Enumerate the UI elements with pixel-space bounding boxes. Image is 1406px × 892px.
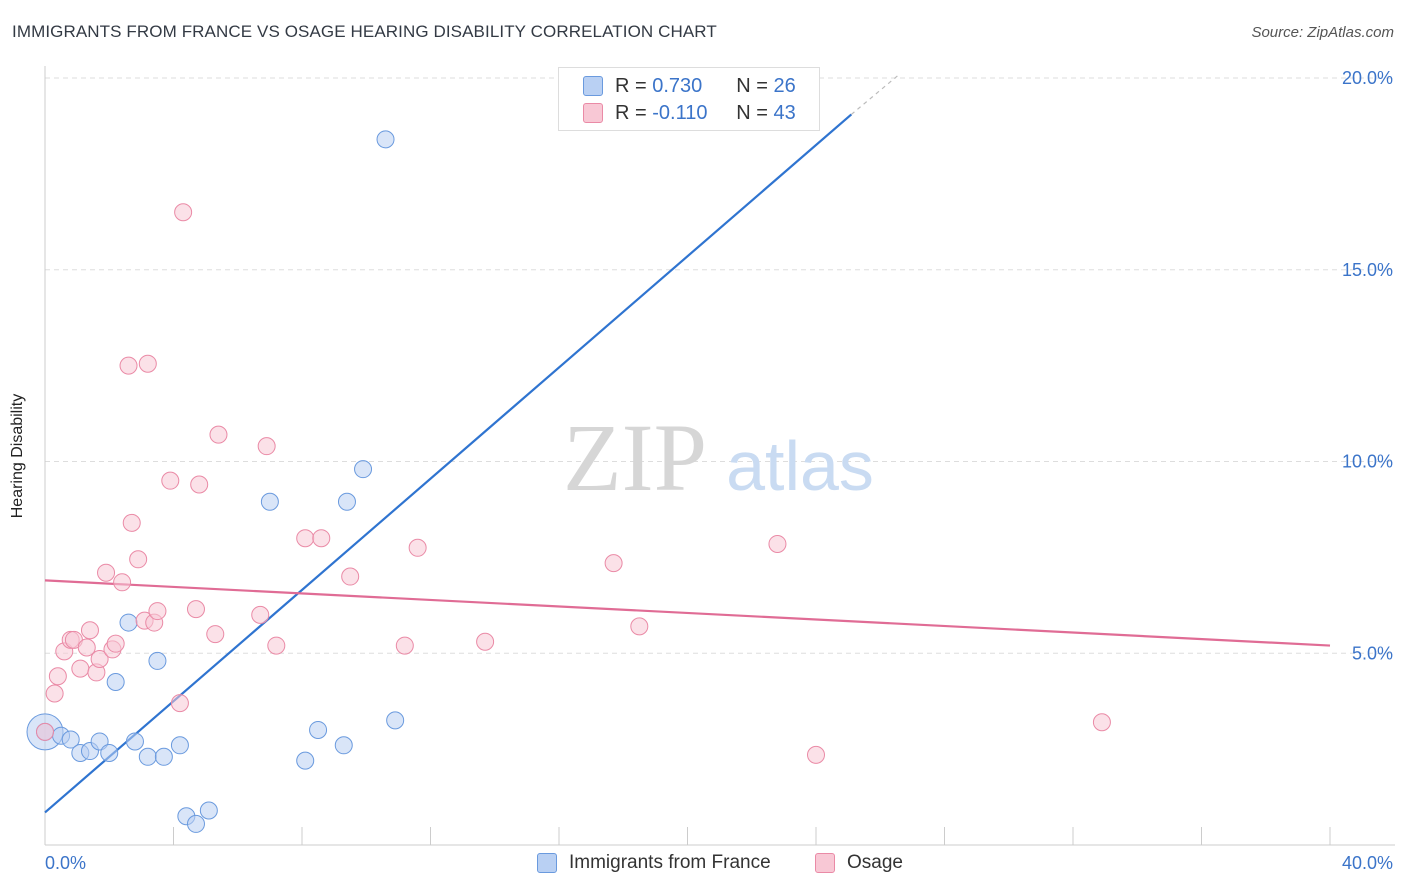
france-point [199,801,218,820]
france-point [90,732,109,751]
osage-point [71,659,90,678]
france-point [148,651,167,670]
watermark-zip: ZIP [563,404,707,511]
france-point [376,130,395,149]
scatter-points [26,80,1111,833]
osage-point [630,617,649,636]
legend-row-osage: R = -0.110 N = 43 [583,101,796,125]
chart-title: IMMIGRANTS FROM FRANCE VS OSAGE HEARING … [12,22,717,41]
legend-r-label: R = [615,101,653,124]
france-point [125,732,144,751]
osage-point [1092,713,1111,732]
legend-item-france: Immigrants from France [537,852,771,874]
france-point [296,751,315,770]
legend-swatch-france [537,853,557,873]
trend-line-osage [44,579,1331,647]
osage-point [122,513,141,532]
y-tick-label: 5.0% [1352,643,1393,663]
osage-point [257,437,276,456]
osage-point [604,554,623,573]
osage-point [341,567,360,586]
source-label: Source: ZipAtlas.com [1251,24,1394,41]
legend-n-value: 26 [773,74,796,97]
legend-swatch-osage [815,853,835,873]
osage-point [129,550,148,569]
osage-point [170,694,189,713]
legend-r-value: 0.730 [652,74,703,97]
france-point [337,492,356,511]
osage-point [113,573,132,592]
osage-point [408,538,427,557]
osage-point [80,621,99,640]
osage-point [119,356,138,375]
france-point [170,736,189,755]
france-point [260,492,279,511]
osage-point [90,650,109,669]
watermark: ZIP atlas [563,404,874,511]
osage-point [45,684,64,703]
y-tick-label: 20.0% [1342,68,1393,88]
y-tick-label: 15.0% [1342,260,1393,280]
france-point [100,743,119,762]
legend-swatch-france [583,76,603,96]
legend-r-label: R = [615,74,653,97]
france-point [354,460,373,479]
legend-swatch-osage [583,103,603,123]
osage-point [161,471,180,490]
legend-row-france: R = 0.730 N = 26 [583,74,796,98]
france-point [186,814,205,833]
legend-n-value: 43 [773,101,796,124]
france-point [106,673,125,692]
france-point [386,711,405,730]
france-point [61,730,80,749]
osage-point [206,625,225,644]
osage-point [77,638,96,657]
legend-item-osage: Osage [815,852,903,874]
legend-label-osage: Osage [847,852,903,873]
osage-point [97,563,116,582]
france-point [334,736,353,755]
osage-point [807,745,825,764]
osage-point [476,632,495,651]
osage-point [209,425,228,444]
x-tick-label: 40.0% [1342,853,1393,873]
series-legend: Immigrants from France Osage [0,852,1406,878]
legend-label-france: Immigrants from France [569,852,771,873]
x-tick-label: 0.0% [45,853,86,873]
y-tick-label: 10.0% [1342,452,1393,472]
tick-labels: 5.0% 10.0% 15.0% 20.0% 0.0% 40.0% [45,68,1393,873]
osage-point [174,203,193,222]
france-point [138,747,157,766]
osage-point [251,605,270,624]
correlation-legend: R = 0.730 N = 26 R = -0.110 N = 43 [558,67,820,131]
osage-point [395,636,414,655]
osage-point [48,667,67,686]
osage-point [312,529,331,548]
axes [44,66,1395,846]
watermark-atlas: atlas [726,427,874,505]
osage-point [106,634,125,653]
france-point [154,747,173,766]
legend-r-value: -0.110 [652,101,708,124]
y-axis-label: Hearing Disability [9,393,26,519]
osage-point [768,534,787,553]
osage-point [186,600,205,619]
france-point [309,720,328,739]
osage-point [36,722,54,741]
osage-point [138,354,157,373]
osage-point [296,529,315,548]
trend-line-france-extension [850,73,900,115]
osage-point [267,636,286,655]
osage-point [190,475,209,494]
legend-n-label: N = [736,101,774,124]
grid [45,77,1395,654]
legend-n-label: N = [736,74,774,97]
osage-point [148,602,167,621]
france-point [119,613,138,632]
